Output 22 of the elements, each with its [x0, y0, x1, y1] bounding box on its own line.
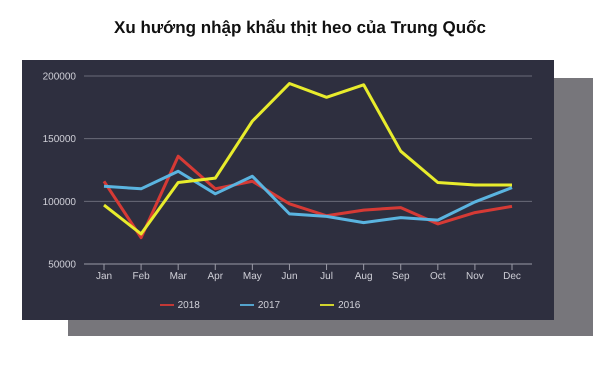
line-series	[102, 170, 514, 224]
x-tick-label: Jul	[320, 271, 333, 282]
y-tick-label: 50000	[48, 260, 76, 271]
legend-label: 2017	[258, 300, 280, 311]
x-tick-label: Apr	[207, 271, 224, 282]
y-tick-label: 100000	[42, 196, 76, 208]
y-tick-label: 150000	[42, 134, 76, 146]
legend-label: 2018	[178, 300, 200, 311]
x-tick-label: Feb	[132, 271, 150, 282]
x-tick-label: Jan	[96, 271, 112, 282]
x-tick-label: Oct	[430, 271, 446, 282]
y-tick-label: 200000	[42, 72, 76, 83]
line-series	[102, 82, 514, 236]
x-tick-label: Nov	[466, 271, 484, 282]
x-tick-label: Sep	[392, 271, 410, 282]
chart-title: Xu hướng nhập khẩu thịt heo của Trung Quốc	[113, 17, 487, 38]
x-tick-label: May	[242, 271, 262, 282]
x-tick-label: Mar	[170, 271, 188, 282]
x-tick-label: Jun	[281, 271, 298, 282]
x-tick-label: Aug	[354, 271, 373, 282]
legend-label: 2016	[338, 300, 360, 311]
x-tick-label: Dec	[503, 271, 521, 282]
